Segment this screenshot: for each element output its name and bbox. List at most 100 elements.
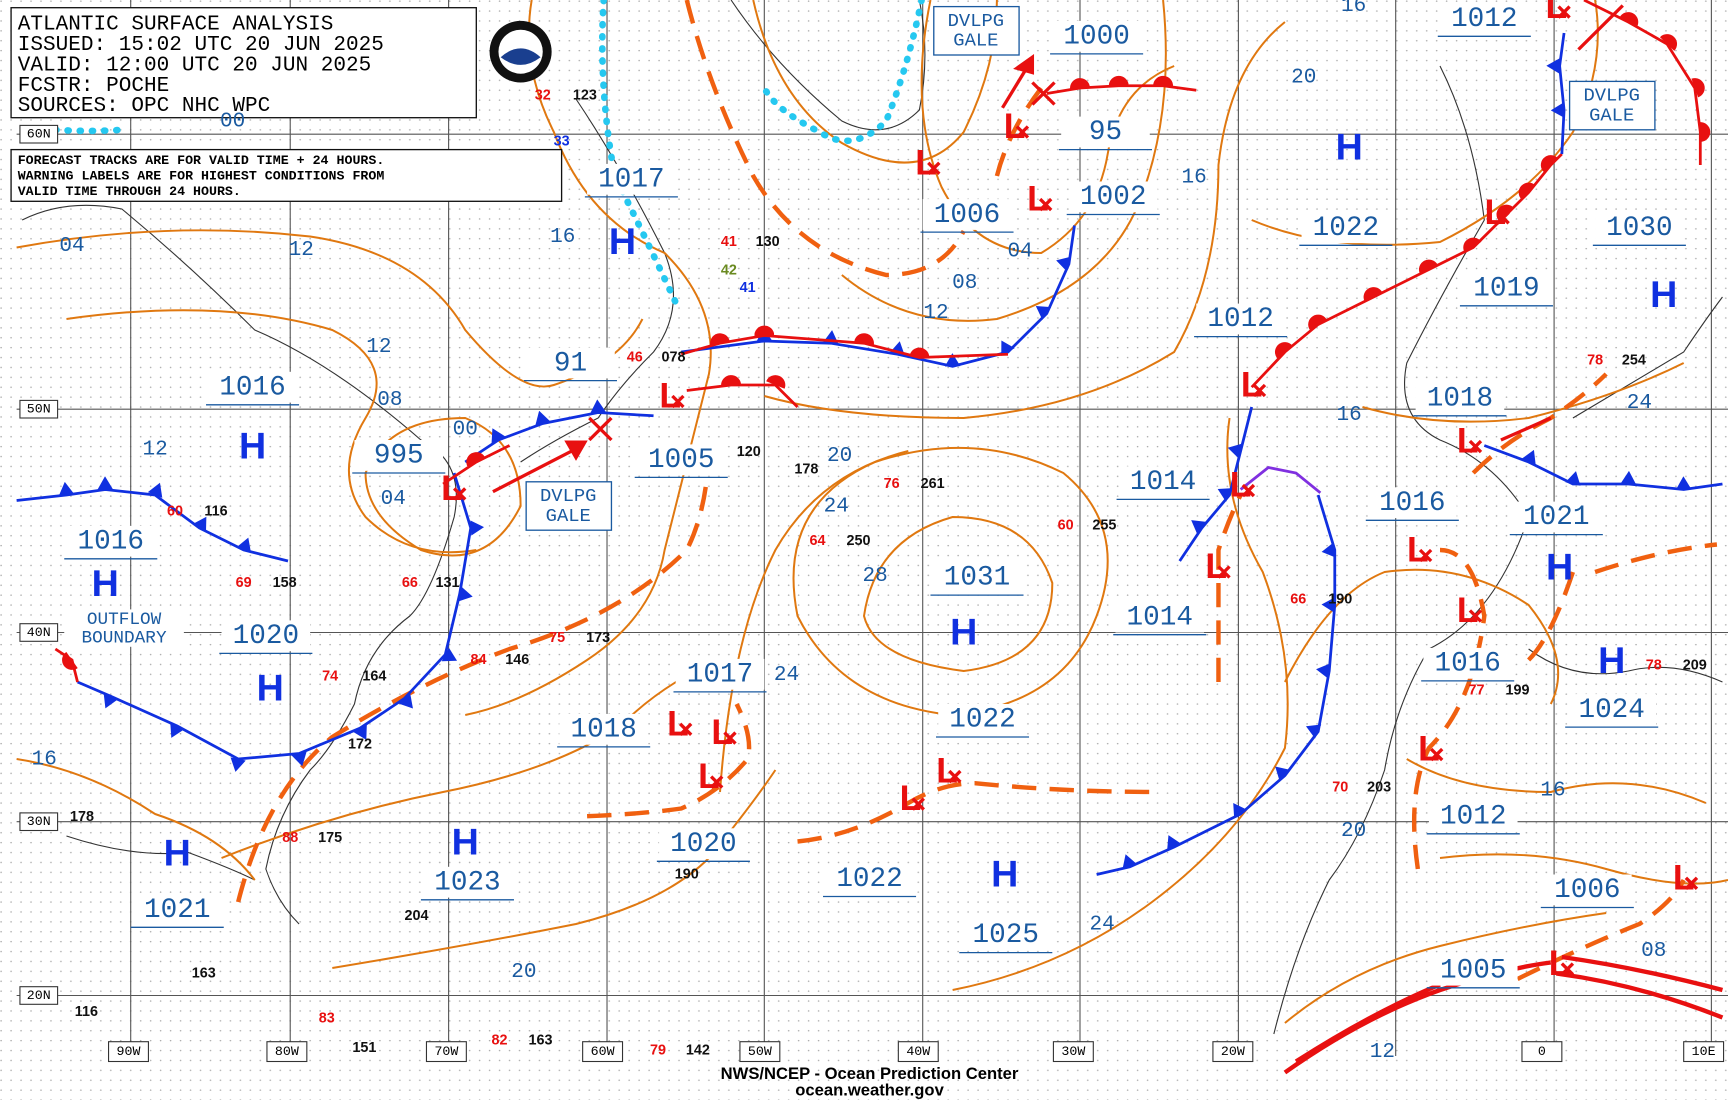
low-center: L	[1407, 531, 1429, 570]
station-value: 116	[75, 1004, 98, 1020]
station-value: 116	[204, 503, 227, 519]
isobar-label: 24	[774, 664, 799, 687]
high-center: H	[239, 425, 266, 467]
low-center: L	[441, 469, 463, 508]
isobar-label: 24	[824, 496, 849, 519]
high-center: H	[1546, 546, 1573, 588]
station-value: 42	[721, 262, 737, 278]
low-center: L	[1673, 858, 1695, 897]
isobar-label: 16	[32, 749, 57, 772]
lon-label: 60W	[591, 1044, 615, 1059]
isobar-label: 24	[1090, 914, 1115, 937]
isobar-label: 20	[827, 445, 852, 468]
low-center: L	[711, 713, 733, 752]
pressure-label: 1016	[78, 527, 144, 558]
pressure-label-bg	[526, 347, 615, 379]
isobar-label: 12	[1370, 1041, 1395, 1064]
isobar-label: 08	[1641, 940, 1666, 963]
station-value: 78	[1646, 657, 1662, 673]
pressure-label-bg	[1301, 212, 1391, 244]
lon-label-box	[1683, 1041, 1725, 1063]
header-line: ATLANTIC SURFACE ANALYSIS	[18, 14, 334, 37]
lat-label: 30N	[27, 814, 51, 829]
station-value: 76	[884, 476, 900, 492]
isobar-label: 16	[550, 226, 575, 249]
pressure-label: 1030	[1606, 213, 1672, 244]
pressure-label-bg	[659, 828, 748, 860]
low-marker	[1468, 439, 1483, 454]
isobar-label: 28	[862, 565, 887, 588]
pressure-label: 95	[1089, 117, 1122, 148]
lon-label-box	[739, 1041, 781, 1063]
isobar-label: 20	[1291, 67, 1316, 90]
low-marker	[671, 394, 685, 409]
pressure-label-bg	[1061, 116, 1150, 148]
gale-label: DVLPG	[948, 10, 1004, 32]
station-value: 69	[236, 575, 252, 591]
low-marker	[1468, 609, 1483, 623]
outflow-bg	[64, 628, 184, 647]
low-marker	[1015, 125, 1030, 139]
lon-label-box	[897, 1041, 939, 1063]
pressure-label: 1023	[434, 868, 500, 899]
lon-label: 40W	[906, 1044, 930, 1059]
ice-edge	[52, 0, 925, 306]
station-value: 175	[318, 830, 342, 846]
station-value: 70	[1332, 779, 1348, 795]
station-value: 254	[1622, 353, 1646, 369]
gale-label: GALE	[1589, 104, 1634, 126]
low-marker	[1217, 565, 1231, 579]
gale-label: GALE	[953, 30, 998, 52]
pressure-label-bg	[1595, 212, 1684, 244]
pressure-label-bg	[922, 199, 1012, 230]
pressure-label: 1019	[1473, 274, 1539, 305]
low-center: L	[1205, 547, 1227, 586]
lon-label: 80W	[275, 1044, 299, 1059]
header-line: FCSTR: POCHE	[18, 75, 170, 98]
lat-label: 20N	[27, 988, 51, 1003]
pressure-label-bg	[1428, 954, 1518, 986]
lat-label-box	[19, 399, 59, 419]
isobar-label: 12	[289, 239, 314, 262]
low-marker	[452, 487, 467, 501]
pressure-label-bg	[961, 919, 1051, 951]
low-center: L	[1549, 944, 1571, 983]
station-value: 64	[809, 533, 825, 549]
footer-line: NWS/NCEP - Ocean Prediction Center	[721, 1064, 1019, 1083]
station-value: 178	[794, 462, 818, 478]
high-center: H	[1598, 639, 1625, 681]
pressure-label: 91	[554, 348, 587, 379]
isobar-label: 00	[453, 419, 478, 442]
lat-label-box	[19, 986, 59, 1005]
station-value: 60	[167, 503, 183, 519]
pressure-label-bg	[1068, 181, 1158, 213]
header-line: VALID: 12:00 UTC 20 JUN 2025	[18, 54, 372, 77]
gale-label: GALE	[546, 505, 591, 527]
high-center: H	[1650, 273, 1677, 315]
lon-label: 10E	[1692, 1044, 1716, 1059]
lat-label-box	[19, 124, 59, 144]
low-center: L	[1230, 466, 1252, 505]
station-value: 151	[352, 1040, 376, 1056]
low-marker	[1241, 483, 1256, 498]
pressure-label-bg	[932, 562, 1022, 593]
lon-label-box	[1212, 1041, 1254, 1063]
low-marker	[1429, 747, 1444, 762]
pressure-label: 1018	[1427, 384, 1493, 415]
pressure-label: 1025	[973, 920, 1039, 951]
pressure-label-bg	[1440, 3, 1529, 35]
station-value: 41	[721, 234, 737, 250]
lon-label: 30W	[1061, 1044, 1085, 1059]
station-value: 75	[549, 630, 565, 646]
low-center: L	[1004, 107, 1026, 146]
pressure-label: 1006	[1554, 875, 1620, 906]
station-value: 203	[1367, 779, 1391, 795]
pressure-label-bg	[1052, 20, 1141, 52]
high-center: H	[92, 562, 119, 604]
pressure-label-bg	[587, 163, 676, 195]
pressure-label: 1005	[648, 445, 714, 476]
low-marker	[1684, 876, 1699, 890]
pressure-label: 1017	[598, 165, 664, 196]
